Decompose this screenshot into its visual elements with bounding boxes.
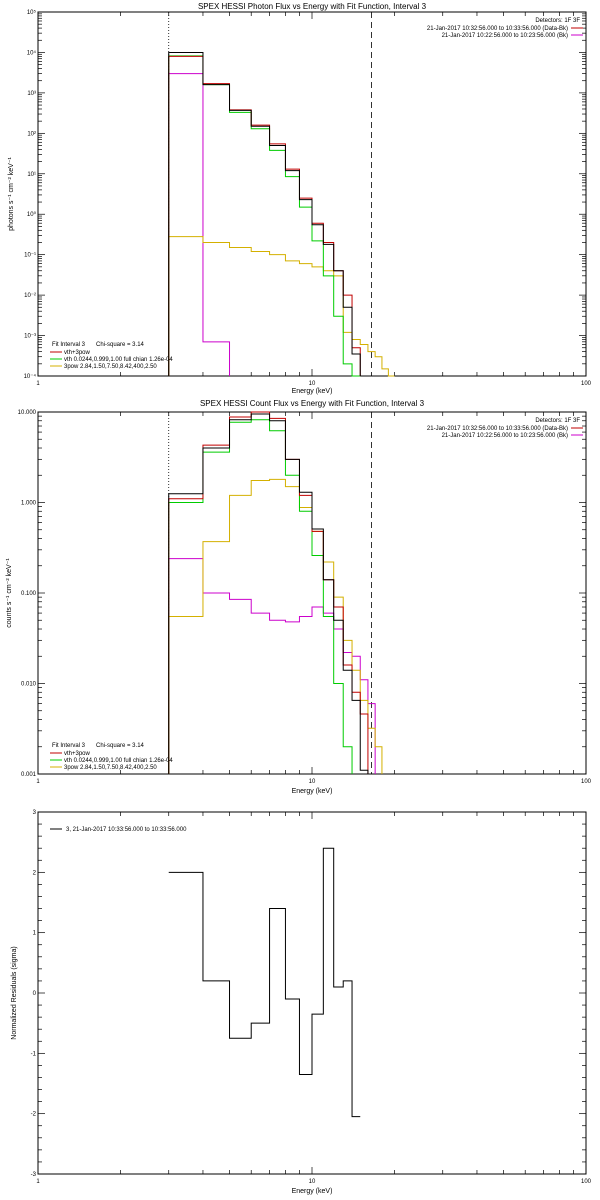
x-tick-label: 1 (36, 1179, 40, 1185)
chart-title: SPEX HESSI Photon Flux vs Energy with Fi… (198, 2, 427, 11)
y-tick-label: 3 (33, 810, 37, 816)
y-tick-label: 10³ (27, 91, 36, 97)
y-tick-label: 1.000 (21, 501, 37, 507)
y-tick-label: 10⁻³ (24, 334, 36, 340)
series-data (168, 51, 361, 376)
x-axis-label: Energy (keV) (292, 1188, 333, 1195)
series-bk (168, 558, 376, 774)
legend-time-bk: 21-Jan-2017 10:22:56.000 to 10:23:56.000… (442, 433, 568, 439)
y-tick-label: 10⁵ (27, 9, 37, 16)
y-tick-label: 0.010 (21, 682, 37, 688)
y-tick-label: 10⁴ (27, 49, 37, 56)
y-tick-label: 10⁻⁴ (24, 373, 37, 380)
series-total (168, 55, 361, 376)
x-tick-label: 100 (581, 779, 592, 785)
x-axis-label: Energy (keV) (292, 788, 333, 795)
series-vth (168, 419, 353, 774)
x-tick-label: 10 (309, 1179, 316, 1185)
y-tick-label: 0 (33, 991, 37, 997)
y-tick-label: 10⁻¹ (24, 253, 36, 259)
plot-frame (37, 11, 587, 377)
photon-flux-panel: SPEX HESSI Photon Flux vs Energy with Fi… (8, 2, 592, 395)
y-tick-label: 10¹ (27, 172, 36, 178)
chi-square-label: Chi-square = 3.14 (96, 342, 145, 348)
x-tick-label: 1 (36, 779, 40, 785)
count-flux-panel: SPEX HESSI Count Flux vs Energy with Fit… (6, 399, 592, 795)
plot-frame (37, 411, 587, 775)
series-bk (168, 73, 231, 376)
series-pow (168, 478, 383, 774)
y-tick-label: -2 (31, 1112, 37, 1118)
legend-entry-pow: 3pow 2.84,1.50,7.50,8.42,400,2.50 (64, 364, 157, 370)
x-axis-label: Energy (keV) (292, 388, 333, 395)
legend-entry-residual: 3, 21-Jan-2017 10:33:56.000 to 10:33:56.… (66, 827, 187, 833)
x-tick-label: 100 (581, 381, 592, 387)
y-tick-label: 2 (33, 870, 37, 876)
y-tick-label: 0.001 (21, 772, 37, 778)
y-tick-label: 10.000 (18, 410, 37, 416)
y-axis-label: Normalized Residuals (sigma) (11, 946, 18, 1039)
y-tick-label: 0.100 (21, 591, 37, 597)
y-tick-label: 10⁰ (27, 211, 37, 218)
y-tick-label: 10⁻² (24, 293, 36, 299)
legend-entry-total: vth+3pow (64, 350, 91, 356)
residuals-panel: Energy (keV) Normalized Residuals (sigma… (11, 810, 592, 1195)
legend-detectors: Detectors: 1F 3F (535, 418, 580, 424)
y-tick-label: -3 (31, 1172, 37, 1178)
y-tick-label: 1 (33, 931, 37, 937)
plot-frame (37, 811, 587, 1175)
legend-time-data-bk: 21-Jan-2017 10:32:56.000 to 10:33:56.000… (427, 26, 568, 32)
x-tick-label: 1 (36, 381, 40, 387)
legend-entry-vth: vth 0.0244,0.999,1.00 full chian 1.26e-0… (64, 758, 173, 764)
legend-time-data-bk: 21-Jan-2017 10:32:56.000 to 10:33:56.000… (427, 426, 568, 432)
fit-interval-label: Fit Interval 3 (52, 342, 86, 348)
y-axis-label: counts s⁻¹ cm⁻² keV⁻¹ (6, 558, 13, 628)
legend-entry-vth: vth 0.0244,0.999,1.00 full chian 1.26e-0… (64, 357, 173, 363)
series-data (168, 413, 369, 774)
x-tick-label: 100 (581, 1179, 592, 1185)
x-tick-label: 10 (309, 381, 316, 387)
series-data (168, 847, 361, 1118)
chi-square-label: Chi-square = 3.14 (96, 743, 145, 749)
legend-detectors: Detectors: 1F 3F (535, 18, 580, 24)
y-axis-label: photons s⁻¹ cm⁻² keV⁻¹ (8, 156, 15, 230)
legend-entry-total: vth+3pow (64, 751, 91, 757)
legend-time-bk: 21-Jan-2017 10:22:56.000 to 10:23:56.000… (442, 33, 568, 39)
y-tick-label: 10² (27, 131, 36, 137)
y-tick-label: -1 (31, 1051, 37, 1057)
fit-interval-label: Fit Interval 3 (52, 743, 86, 749)
series-total (168, 411, 369, 774)
x-tick-label: 10 (309, 779, 316, 785)
series-vth (168, 55, 361, 377)
legend-entry-pow: 3pow 2.84,1.50,7.50,8.42,400,2.50 (64, 765, 157, 771)
chart-title: SPEX HESSI Count Flux vs Energy with Fit… (200, 399, 425, 408)
